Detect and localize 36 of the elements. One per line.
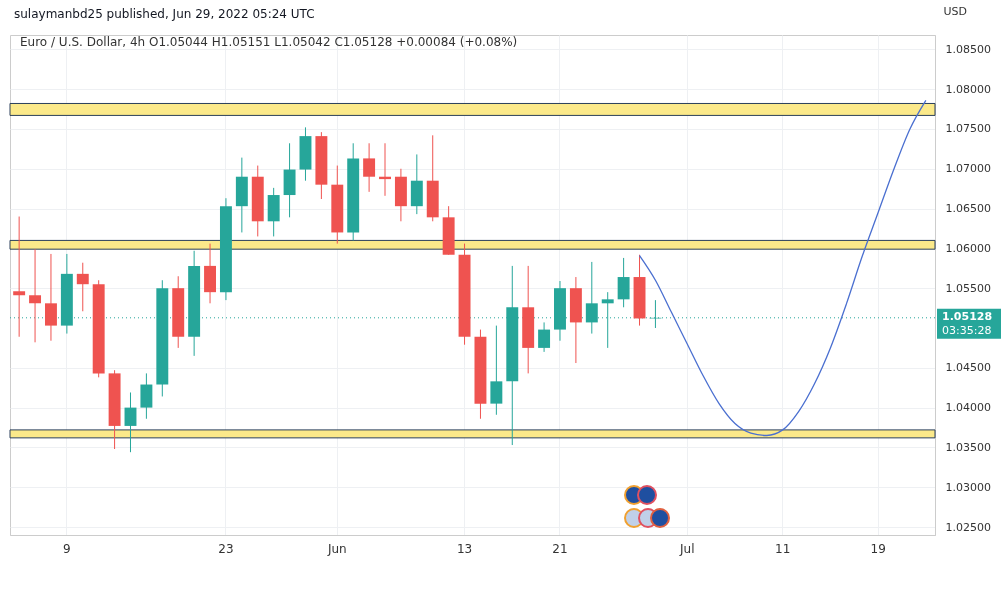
candlestick [538, 321, 551, 353]
ref-line-label: 1.05128 [942, 309, 993, 323]
candlestick [140, 372, 153, 420]
y-tick-label: 1.07000 [945, 162, 991, 176]
y-tick-label: 1.08000 [945, 82, 991, 96]
candlestick [29, 248, 42, 343]
x-tick-label: 21 [552, 541, 568, 556]
y-tick-label: 1.03500 [945, 440, 991, 454]
x-tick-label: Jun [326, 541, 347, 556]
y-tick-label: 1.04500 [945, 361, 991, 375]
x-tick-label: 19 [870, 541, 886, 556]
text: 03:35:28 [942, 323, 992, 337]
y-tick-label: 1.02500 [945, 520, 991, 534]
text: sulaymanbd25 published, Jun 29, 2022 05:24 UTC [14, 7, 315, 21]
candlestick [45, 253, 57, 342]
x-tick-label: Jul [679, 541, 695, 556]
y-tick-label: 1.07500 [945, 122, 991, 136]
x-tick-label: 9 [63, 541, 71, 556]
y-tick-label: 1.08500 [945, 42, 991, 56]
chart-title: Euro / U.S. Dollar, 4h O1.05044 H1.05151 L1.05042 C1.05128 +0.00084 (+0.08%) [20, 35, 518, 49]
x-tick-label: 13 [456, 541, 473, 556]
y-tick-label: 1.04000 [945, 401, 991, 415]
line-series [638, 99, 927, 437]
y-tick-label: 1.06500 [945, 202, 991, 216]
candlestick [617, 257, 630, 308]
y-tick-label: 1.05500 [945, 281, 991, 295]
candlestick [490, 325, 503, 416]
x-tick-label: 11 [775, 541, 791, 556]
x-tick-label: 23 [218, 541, 234, 556]
candlestick [363, 142, 376, 193]
y-tick-label: 1.03000 [945, 480, 991, 494]
candlestick [13, 216, 26, 338]
y-axis-title: USD [943, 4, 968, 18]
candlestick [124, 391, 137, 453]
y-tick-label: 1.06000 [945, 241, 991, 255]
candlestick [76, 262, 89, 312]
